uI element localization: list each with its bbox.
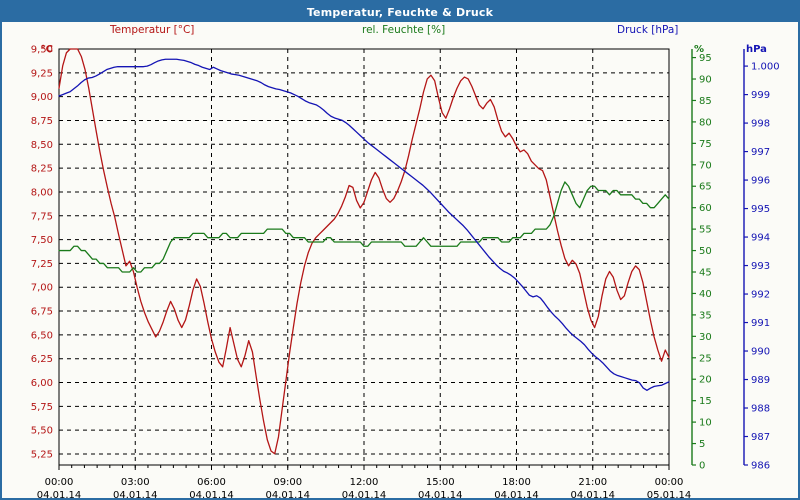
axis-tick-humidity: 70 (699, 160, 712, 171)
axis-tick-temperature: 5,50 (31, 426, 53, 437)
series-line-humidity (58, 181, 670, 273)
window-title: Temperatur, Feuchte & Druck (306, 5, 494, 19)
axis-tick-date: 04.01.14 (265, 490, 310, 498)
axis-tick-temperature: 8,75 (31, 116, 53, 127)
axis-tick-pressure: 986 (751, 461, 770, 472)
data-series (58, 48, 670, 455)
axis-tick-pressure: 995 (751, 204, 770, 215)
axis-tick-temperature: 6,50 (31, 330, 53, 341)
axis-tick-temperature: 9,25 (31, 68, 53, 79)
axis-tick-temperature: 7,00 (31, 283, 53, 294)
axis-tick-time: 00:00 (45, 477, 74, 488)
axis-tick-temperature: 9,00 (31, 92, 53, 103)
axis-tick-date: 05.01.14 (647, 490, 692, 498)
axis-tick-temperature: 5,25 (31, 450, 53, 461)
axis-tick-pressure: 998 (751, 119, 770, 130)
axis-tick-pressure: 992 (751, 290, 770, 301)
axis-tick-temperature: 6,75 (31, 307, 53, 318)
axis-tick-temperature: 6,00 (31, 378, 53, 389)
axis-tick-pressure: 989 (751, 375, 770, 386)
axis-tick-date: 04.01.14 (342, 490, 387, 498)
axis-tick-humidity: 35 (699, 310, 712, 321)
axis-tick-humidity: 95 (699, 53, 712, 64)
axis-tick-temperature: 8,25 (31, 164, 53, 175)
series-line-pressure (58, 58, 670, 391)
axis-tick-humidity: 50 (699, 246, 712, 257)
axis-tick-humidity: 55 (699, 225, 712, 236)
chart-legend: Temperatur [°C] rel. Feuchte [%] Druck [… (2, 22, 798, 40)
axis-tick-temperature: 7,25 (31, 259, 53, 270)
axis-tick-temperature: 8,50 (31, 140, 53, 151)
axis-tick-humidity: 10 (699, 418, 712, 429)
legend-item-temperature: Temperatur [°C] (110, 24, 195, 36)
axis-tick-date: 04.01.14 (37, 490, 82, 498)
axis-tick-humidity: 5 (699, 439, 705, 450)
axis-tick-pressure: 987 (751, 432, 770, 443)
axis-tick-humidity: 90 (699, 75, 712, 86)
axis-tick-humidity: 45 (699, 268, 712, 279)
axis-tick-temperature: 8,00 (31, 187, 53, 198)
axis-tick-date: 04.01.14 (570, 490, 615, 498)
axis-tick-humidity: 75 (699, 139, 712, 150)
legend-item-pressure: Druck [hPa] (617, 24, 679, 36)
axis-tick-pressure: 997 (751, 147, 770, 158)
axis-tick-humidity: 40 (699, 289, 712, 300)
axis-tick-temperature: 6,25 (31, 354, 53, 365)
axis-tick-temperature: 7,50 (31, 235, 53, 246)
axis-tick-time: 12:00 (350, 477, 379, 488)
axis-tick-time: 21:00 (578, 477, 607, 488)
axis-tick-time: 03:00 (121, 477, 150, 488)
axis-tick-temperature: 7,75 (31, 211, 53, 222)
axis-tick-humidity: 20 (699, 375, 712, 386)
axis-tick-humidity: 60 (699, 203, 712, 214)
axis-tick-date: 04.01.14 (494, 490, 539, 498)
axis-unit-temperature: °C (41, 44, 53, 55)
axis-tick-humidity: 25 (699, 353, 712, 364)
axis-tick-time: 15:00 (426, 477, 455, 488)
axis-tick-pressure: 1.000 (751, 62, 780, 73)
grid-lines (59, 48, 669, 465)
axis-tick-date: 04.01.14 (418, 490, 463, 498)
axis-tick-pressure: 990 (751, 347, 770, 358)
axis-tick-humidity: 65 (699, 182, 712, 193)
axis-tick-temperature: 9,50 (31, 45, 53, 56)
axis-tick-pressure: 999 (751, 90, 770, 101)
axis-tick-humidity: 15 (699, 396, 712, 407)
window-title-bar: Temperatur, Feuchte & Druck (2, 2, 798, 22)
axis-tick-pressure: 988 (751, 404, 770, 415)
axis-tick-date: 04.01.14 (113, 490, 158, 498)
axis-tick-pressure: 991 (751, 318, 770, 329)
axis-tick-temperature: 5,75 (31, 402, 53, 413)
axis-tick-time: 00:00 (655, 477, 684, 488)
axis-tick-humidity: 30 (699, 332, 712, 343)
axis-unit-humidity: % (694, 44, 704, 55)
axis-tick-humidity: 85 (699, 96, 712, 107)
axis-tick-humidity: 0 (699, 461, 705, 472)
axis-tick-pressure: 996 (751, 176, 770, 187)
axis-tick-humidity: 80 (699, 117, 712, 128)
axis-tick-date: 04.01.14 (189, 490, 234, 498)
axis-ticks: 9,50 9,25 9,00 8,75 8,50 8,25 8,00 7,75 7,50 7,25… (31, 44, 780, 498)
axis-tick-time: 06:00 (197, 477, 226, 488)
axis-tick-time: 09:00 (273, 477, 302, 488)
axis-unit-pressure: hPa (746, 44, 767, 55)
axis-tick-pressure: 994 (751, 233, 770, 244)
axis-tick-pressure: 993 (751, 261, 770, 272)
axis-tick-time: 18:00 (502, 477, 531, 488)
chart-svg: 9,50 9,25 9,00 8,75 8,50 8,25 8,00 7,75 7,50 7,25… (31, 44, 780, 498)
chart-plot-area: 9,50 9,25 9,00 8,75 8,50 8,25 8,00 7,75 7,50 7,25… (2, 40, 798, 498)
series-line-temperature (58, 48, 670, 455)
legend-item-humidity: rel. Feuchte [%] (362, 24, 446, 36)
